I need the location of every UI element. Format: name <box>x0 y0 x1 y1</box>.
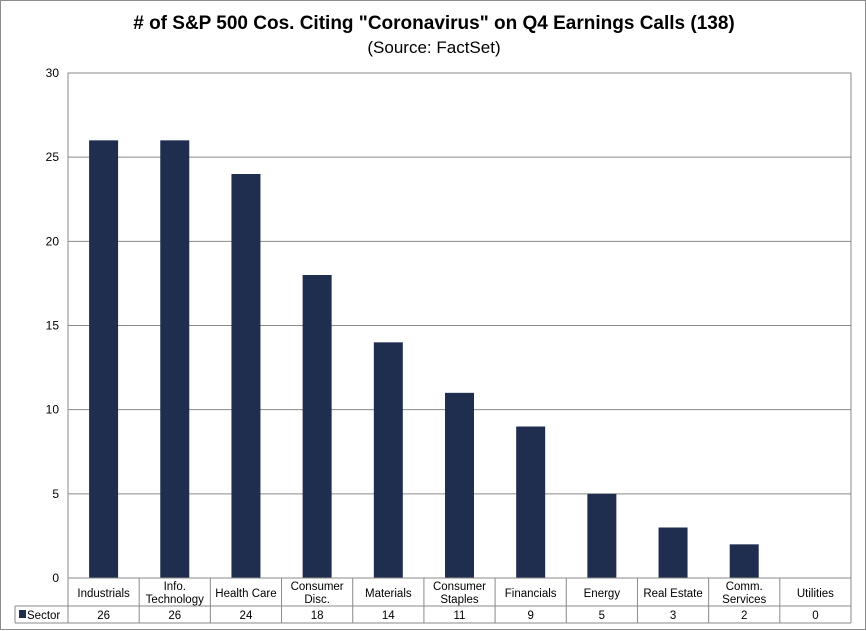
y-tick-label: 15 <box>46 319 60 333</box>
data-label: 9 <box>527 610 533 622</box>
data-label: 14 <box>382 610 395 622</box>
legend-label: Sector <box>27 610 60 622</box>
category-label: Health Care <box>215 588 276 600</box>
bar <box>729 544 759 578</box>
chart-subtitle: (Source: FactSet) <box>367 38 500 57</box>
bars <box>89 140 759 579</box>
y-tick-label: 5 <box>52 487 59 501</box>
category-label: Info. Technology <box>146 581 204 606</box>
bar <box>231 174 261 578</box>
data-label: 26 <box>97 610 110 622</box>
y-tick-label: 25 <box>46 150 60 164</box>
category-label: Utilities <box>797 588 834 600</box>
data-label: 2 <box>741 610 747 622</box>
y-axis: 0 5 10 15 20 25 30 <box>46 66 60 585</box>
data-label: 18 <box>311 610 324 622</box>
gridlines <box>67 72 852 579</box>
bar <box>587 493 617 578</box>
bar <box>516 426 546 578</box>
category-label: Consumer Disc. <box>291 581 344 606</box>
category-label: Real Estate <box>643 588 702 600</box>
legend-key <box>19 610 26 618</box>
category-label: Comm. Services <box>722 581 766 606</box>
y-tick-label: 10 <box>46 403 60 417</box>
bar <box>658 527 688 578</box>
data-label: 24 <box>240 610 253 622</box>
category-label: Financials <box>505 588 557 600</box>
category-label: Consumer Staples <box>433 581 486 606</box>
bar <box>373 342 403 578</box>
bar <box>302 275 332 578</box>
bar <box>89 140 119 579</box>
category-label: Industrials <box>77 588 130 600</box>
chart-title: # of S&P 500 Cos. Citing "Coronavirus" o… <box>133 13 735 34</box>
data-label: 3 <box>670 610 676 622</box>
y-tick-label: 20 <box>46 234 60 248</box>
category-label: Materials <box>365 588 412 600</box>
bar <box>160 140 190 579</box>
y-tick-label: 0 <box>52 571 59 585</box>
y-tick-label: 30 <box>46 66 60 80</box>
data-label: 11 <box>454 610 466 622</box>
bar <box>445 392 474 578</box>
data-label: 5 <box>599 610 605 622</box>
data-label: 26 <box>168 610 181 622</box>
category-label: Energy <box>584 588 621 600</box>
data-table: Sector Industrials 26 Info. Technology 26 Heal… <box>14 577 852 624</box>
data-label: 0 <box>812 610 818 622</box>
